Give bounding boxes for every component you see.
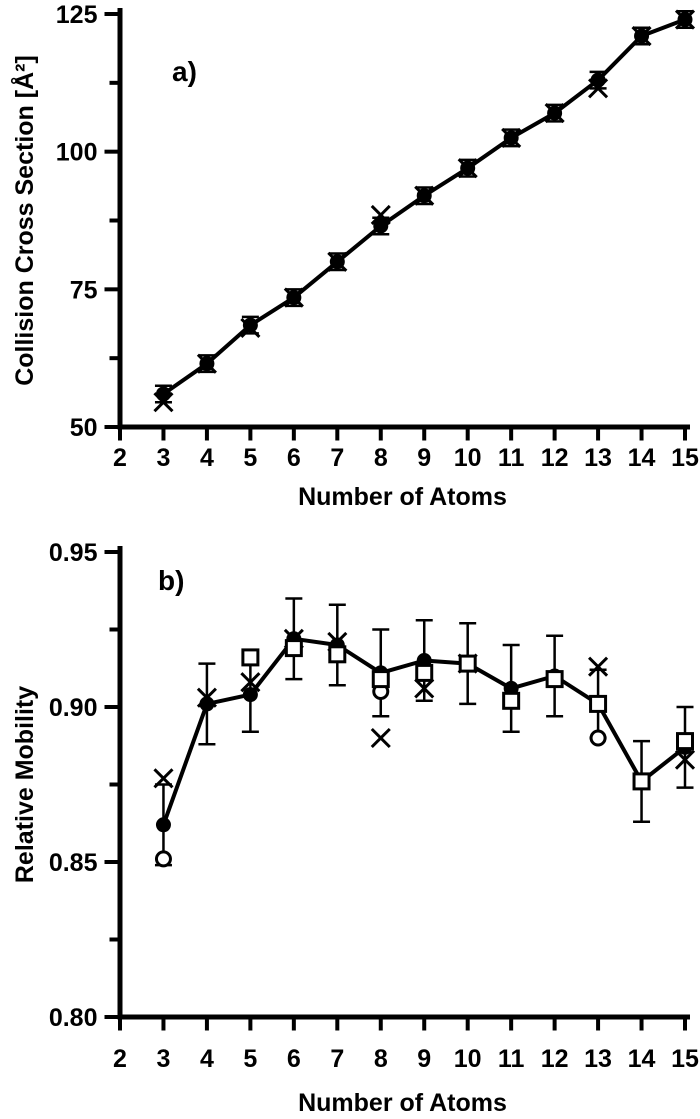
mobility-filled-circle-series-filled-circle-marker <box>242 687 258 703</box>
x-tick-label: 3 <box>157 1045 171 1073</box>
x-tick-label: 13 <box>584 1045 612 1073</box>
mobility-open-square-series-open-square-marker <box>458 654 477 673</box>
mobility-open-square-series-open-square-marker <box>589 694 608 713</box>
mobility-cross-series-cross-marker <box>240 672 261 693</box>
mobility-open-square-series-open-square-marker <box>676 732 694 751</box>
y-tick-label: 100 <box>56 139 98 167</box>
ccs-filled-circle-series-filled-circle-marker <box>547 105 563 121</box>
y-tick-label: 0.95 <box>49 539 98 567</box>
x-tick-label: 10 <box>454 1045 482 1073</box>
x-tick-label: 6 <box>287 1045 301 1073</box>
y-tick-label: 75 <box>70 276 98 304</box>
mobility-cross-series-cross-marker <box>674 749 696 770</box>
y-tick-label: 50 <box>70 414 98 442</box>
y-axis-title: Collision Cross Section [Å²] <box>10 55 39 386</box>
ccs-cross-series-cross-marker <box>370 204 391 226</box>
panel-b-chart: 0.80 0.85 0.90 0.95 2 3 4 5 6 7 8 9 10 11 12 13 14 15 Numb… <box>11 539 699 1117</box>
x-tick-label: 15 <box>671 444 699 472</box>
x-tick-label: 10 <box>454 444 482 472</box>
panel-label: a) <box>172 56 197 87</box>
mobility-open-square-series-open-square-marker <box>415 663 434 682</box>
x-tick-label: 13 <box>584 444 612 472</box>
mobility-open-circle-series-open-circle-marker <box>589 729 607 747</box>
x-tick-label: 2 <box>113 1045 127 1073</box>
ccs-filled-circle-series-filled-circle-marker <box>155 386 171 402</box>
y-tick-label: 125 <box>56 1 98 29</box>
y-tick-label: 0.85 <box>49 849 98 877</box>
y-tick-label: 0.80 <box>49 1004 98 1032</box>
mobility-open-square-series-open-square-marker <box>328 645 347 664</box>
x-tick-label: 9 <box>417 444 431 472</box>
x-tick-label: 11 <box>498 1045 525 1073</box>
mobility-open-circle-series-open-circle-marker <box>154 850 172 868</box>
mobility-cross-series-cross-marker <box>370 727 391 749</box>
ccs-filled-circle-series-filled-circle-marker <box>460 160 476 176</box>
mobility-open-square-series-open-square-marker <box>545 670 564 689</box>
x-tick-label: 14 <box>628 1045 656 1073</box>
ccs-filled-circle-series-filled-circle-marker <box>242 317 258 333</box>
panel-label: b) <box>158 565 184 596</box>
ccs-filled-circle-series-filled-circle-marker <box>199 356 215 372</box>
ccs-filled-circle-series-filled-circle-marker <box>634 28 650 44</box>
x-tick-label: 7 <box>330 444 344 472</box>
x-tick-label: 12 <box>541 1045 569 1073</box>
mobility-open-square-series-open-square-marker <box>371 670 390 689</box>
mobility-open-square-series-open-square-marker <box>284 639 303 658</box>
x-tick-label: 3 <box>157 444 171 472</box>
ccs-filled-circle-series-filled-circle-marker <box>329 254 345 270</box>
ccs-filled-circle-series-line <box>162 17 686 396</box>
x-tick-label: 6 <box>287 444 301 472</box>
x-tick-label: 8 <box>374 444 388 472</box>
mobility-open-square-series-open-square-marker <box>241 648 260 667</box>
mobility-open-square-series-open-square-marker <box>502 691 521 710</box>
x-tick-label: 11 <box>498 444 525 472</box>
ccs-filled-circle-series-filled-circle-marker <box>416 188 432 204</box>
x-tick-label: 8 <box>374 1045 388 1073</box>
panel-a-chart: 50 75 100 125 2 3 4 5 6 7 8 9 10 11 12 13 14 15 Number of … <box>10 1 699 511</box>
mobility-cross-series-cross-marker <box>153 768 174 789</box>
ccs-filled-circle-series-filled-circle-marker <box>373 218 389 234</box>
ccs-filled-circle-series-filled-circle-marker <box>677 12 693 28</box>
mobility-filled-circle-series-filled-circle-marker <box>155 817 171 833</box>
x-tick-label: 5 <box>243 1045 257 1073</box>
y-tick-label: 0.90 <box>49 694 98 722</box>
x-tick-label: 2 <box>113 444 127 472</box>
mobility-cross-series-cross-marker <box>414 678 435 699</box>
x-axis-title: Number of Atoms <box>298 1089 507 1117</box>
y-axis-title: Relative Mobility <box>11 686 39 883</box>
ccs-filled-circle-series-filled-circle-marker <box>503 130 519 146</box>
x-tick-label: 14 <box>628 444 656 472</box>
x-tick-label: 5 <box>243 444 257 472</box>
x-tick-label: 9 <box>417 1045 431 1073</box>
ccs-filled-circle-series-filled-circle-marker <box>590 72 606 88</box>
ccs-filled-circle-series-filled-circle-marker <box>286 290 302 306</box>
x-tick-label: 12 <box>541 444 569 472</box>
x-tick-label: 7 <box>330 1045 344 1073</box>
x-tick-label: 4 <box>200 444 214 472</box>
x-tick-label: 15 <box>671 1045 699 1073</box>
mobility-filled-circle-series-filled-circle-marker <box>199 696 215 712</box>
x-axis-title: Number of Atoms <box>298 483 507 511</box>
x-tick-label: 4 <box>200 1045 214 1073</box>
mobility-open-square-series-open-square-marker <box>632 772 651 791</box>
mobility-cross-series-cross-marker <box>588 656 609 677</box>
